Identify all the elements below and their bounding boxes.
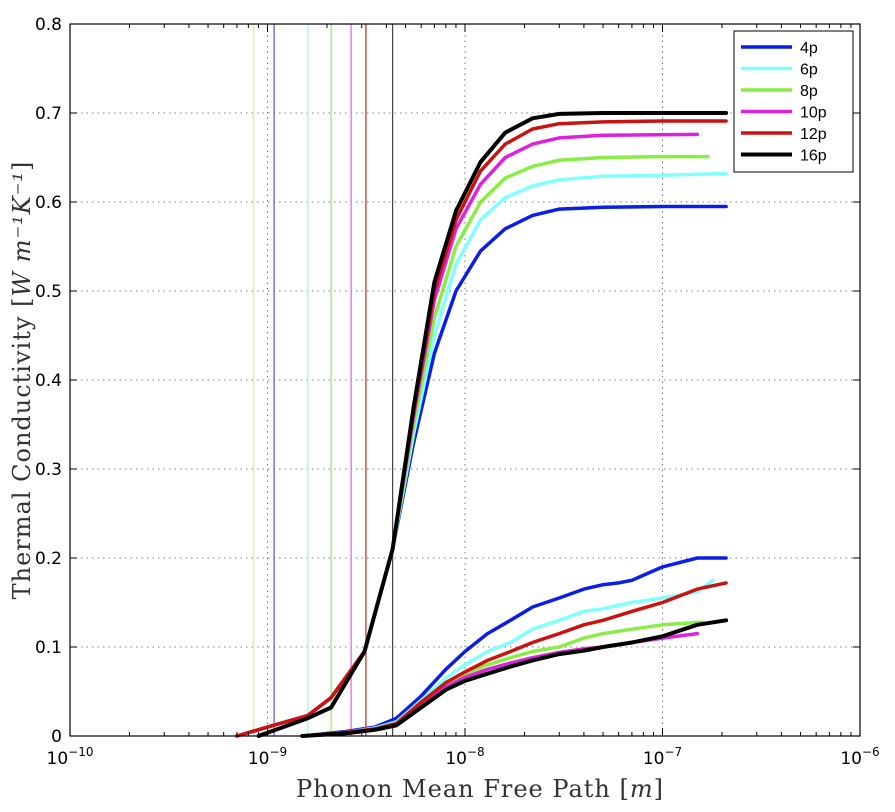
x-tick-labels: 10−10 10−9 10−8 10−7 10−6: [47, 745, 880, 769]
legend-label-6p: 6p: [800, 62, 818, 79]
legend-label-4p: 4p: [800, 40, 818, 57]
series-line-12p: [235, 119, 728, 738]
legend: 4p 6p 8p 10p 12p 16p: [733, 30, 854, 173]
legend-label-16p: 16p: [800, 148, 827, 165]
x-tick-label: 10−7: [643, 745, 682, 769]
y-tick-label: 0.8: [35, 15, 62, 35]
y-tick-label: 0.7: [35, 104, 62, 124]
y-tick-label: 0.6: [35, 193, 62, 213]
legend-label-10p: 10p: [800, 105, 827, 122]
x-tick-label: 10−8: [445, 745, 484, 769]
legend-box: [733, 30, 854, 173]
y-tick-label: 0: [51, 727, 62, 747]
y-tick-label: 0.3: [35, 460, 62, 480]
axis-ticks: [69, 23, 860, 737]
y-tick-label: 0.2: [35, 549, 62, 569]
y-tick-labels: 0 0.1 0.2 0.3 0.4 0.5 0.6 0.7 0.8: [35, 15, 62, 747]
x-tick-label: 10−9: [248, 745, 287, 769]
x-tick-label: 10−10: [47, 745, 94, 769]
plot-area: [70, 24, 860, 736]
y-tick-label: 0.1: [35, 638, 62, 658]
lower-series-line-16p: [300, 618, 729, 738]
lower-series-line-4p: [300, 556, 728, 738]
y-tick-label: 0.5: [35, 282, 62, 302]
reference-lines: [252, 24, 394, 736]
y-axis-title: Thermal Conductivity [W m⁻¹K⁻¹]: [8, 161, 36, 600]
series-line-16p: [256, 111, 729, 738]
y-tick-label: 0.4: [35, 371, 62, 391]
x-tick-label: 10−6: [840, 745, 879, 769]
x-axis-title: Phonon Mean Free Path [m]: [296, 775, 664, 803]
legend-label-12p: 12p: [800, 126, 827, 143]
legend-label-8p: 8p: [800, 83, 818, 100]
series-lines: [235, 111, 729, 738]
